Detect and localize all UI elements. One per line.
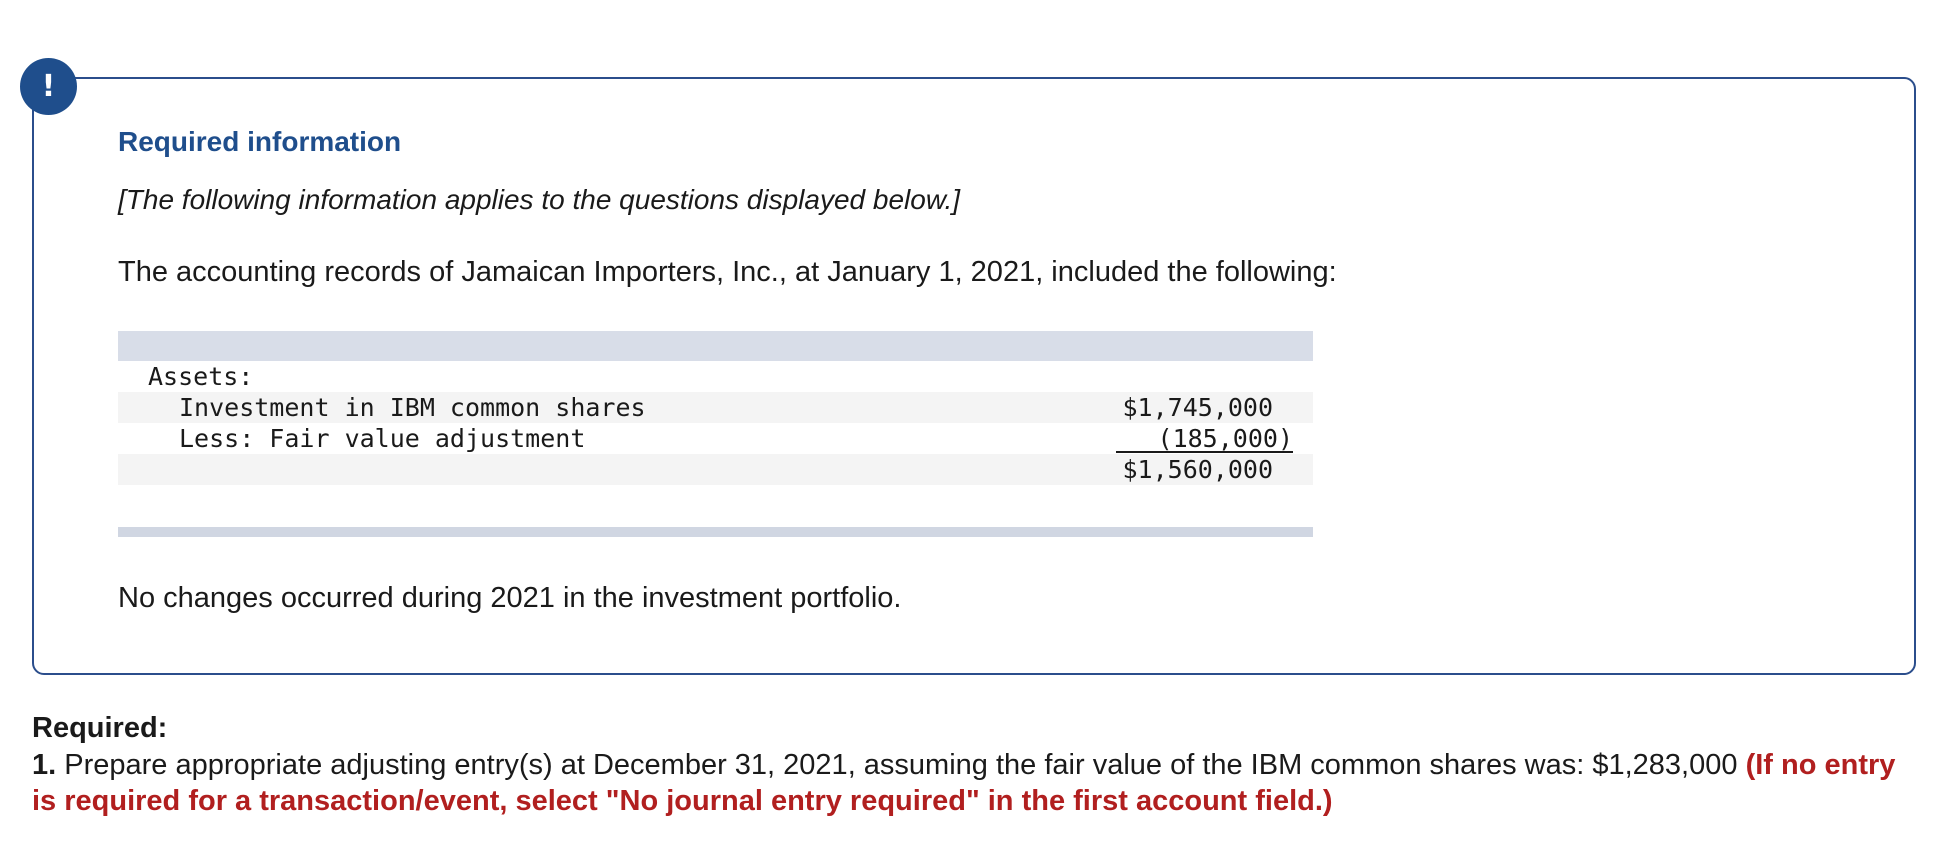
ledger-row-label: Less: Fair value adjustment (179, 424, 586, 453)
ledger-total-row: $1,560,000 (118, 454, 1313, 485)
ledger-row-amount: $1,745,000 (1122, 393, 1273, 422)
intro-text: The accounting records of Jamaican Impor… (118, 256, 1337, 288)
required-information-panel (32, 77, 1916, 675)
requirement-number: 1. (32, 749, 57, 781)
requirement-text: Prepare appropriate adjusting entry(s) a… (64, 749, 1738, 781)
subtotal-rule (1116, 451, 1293, 453)
ledger-footer-bar (118, 527, 1313, 537)
ledger-table: Assets: Investment in IBM common shares … (118, 331, 1313, 537)
ledger-header-bar (118, 331, 1313, 361)
required-heading: Required: (32, 712, 168, 744)
info-title: Required information (118, 126, 402, 157)
requirement-item: 1. Prepare appropriate adjusting entry(s… (32, 747, 1922, 819)
ledger-section-label: Assets: (148, 362, 254, 391)
ledger-row-label: Investment in IBM common shares (179, 393, 646, 422)
info-note: [The following information applies to th… (118, 184, 961, 215)
alert-icon: ! (20, 58, 77, 115)
ledger-row: Less: Fair value adjustment (185,000) (118, 423, 1313, 454)
closing-text: No changes occurred during 2021 in the i… (118, 582, 902, 614)
ledger-total-amount: $1,560,000 (1122, 455, 1273, 484)
ledger-spacer (118, 485, 1313, 527)
ledger-row: Investment in IBM common shares $1,745,0… (118, 392, 1313, 423)
requirement-hint: (If no entry is required for a transacti… (32, 749, 1896, 817)
ledger-section-row: Assets: (118, 361, 1313, 392)
ledger-row-amount: (185,000) (1157, 424, 1293, 453)
